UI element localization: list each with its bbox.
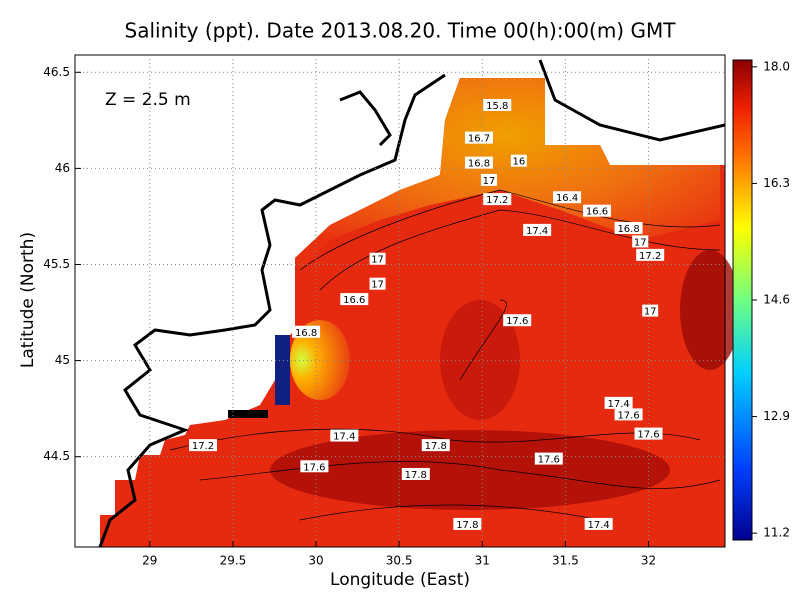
contour-label-box	[300, 460, 329, 473]
contour-label-box	[292, 325, 321, 338]
contour-label-box	[464, 131, 493, 144]
y-tick-label: 46.5	[43, 65, 70, 79]
contour-label-box	[604, 396, 633, 409]
contour-label-box	[584, 517, 613, 530]
contour-label: 17.4	[333, 432, 355, 443]
contour-label: 15.8	[486, 101, 508, 112]
contour-label: 17.8	[425, 441, 447, 452]
x-tick-label: 29	[142, 554, 157, 568]
contour-label-box	[636, 248, 665, 261]
contour-label: 16	[512, 157, 525, 168]
colorbar-tick-label: 16.3	[763, 176, 790, 190]
plot-frame	[74, 54, 726, 548]
contour-label-box	[340, 293, 369, 306]
x-tick-label: 30	[308, 554, 323, 568]
y-tick-label: 45	[55, 353, 70, 367]
contour-label-box	[483, 98, 512, 111]
contour-label-box	[634, 427, 663, 440]
contour-label-box	[582, 204, 611, 217]
y-tick-label: 46	[55, 161, 70, 175]
contour-label-box	[330, 429, 359, 442]
colorbar-tick-label: 14.6	[763, 293, 790, 307]
contour-label: 17.2	[639, 251, 661, 262]
contour-label: 17.4	[607, 399, 629, 410]
contour-label-box	[614, 408, 643, 421]
contour-label-box	[421, 439, 450, 452]
contour-label: 16.8	[468, 159, 490, 170]
contour-label: 17	[644, 307, 657, 318]
contour-label: 16.6	[586, 207, 608, 218]
contour-label-box	[369, 277, 386, 290]
contour-label-box	[189, 439, 218, 452]
contour-label-box	[523, 223, 552, 236]
contour-label-box	[401, 467, 430, 480]
x-tick-label: 31	[475, 554, 490, 568]
title: Salinity (ppt). Date 2013.08.20. Time 00…	[125, 19, 677, 43]
contour-label: 17.6	[303, 462, 325, 473]
contour-label: 16.8	[295, 328, 317, 339]
y-axis-label: Latitude (North)	[18, 232, 38, 368]
depth-annotation: Z = 2.5 m	[105, 90, 191, 110]
contour-label-box	[369, 252, 386, 265]
contour-label: 17.8	[456, 520, 478, 531]
contour-label: 16.4	[556, 193, 578, 204]
x-axis-label: Longitude (East)	[330, 570, 470, 590]
contour-label-box	[453, 517, 482, 530]
contour-label: 17	[371, 255, 384, 266]
contour-label: 16.8	[617, 224, 639, 235]
contour-label-box	[553, 191, 582, 204]
x-tick-label: 31.5	[552, 554, 579, 568]
colorbar-tick-label: 12.9	[763, 409, 790, 423]
contour-label: 16.7	[468, 134, 490, 145]
contour-label: 17.4	[526, 226, 548, 237]
colorbar-tick-label: 11.2	[763, 526, 790, 540]
contour-label-box	[510, 154, 527, 167]
x-tick-label: 29.5	[220, 554, 247, 568]
contour-label: 17.6	[617, 410, 639, 421]
contour-label-box	[464, 156, 493, 169]
y-tick-label: 45.5	[43, 257, 70, 271]
x-tick-label: 32	[641, 554, 656, 568]
contour-label: 17.2	[486, 195, 508, 206]
contour-label: 16.6	[343, 295, 365, 306]
contour-label: 17	[634, 237, 647, 248]
y-tick-label: 44.5	[43, 449, 70, 463]
contour-label-box	[534, 452, 563, 465]
contour-label-box	[483, 193, 512, 206]
contour-label-box	[642, 304, 659, 317]
contour-label: 17.6	[637, 430, 659, 441]
contour-label: 17.6	[506, 316, 528, 327]
contour-label-box	[632, 235, 649, 248]
colorbar-tick-label: 18.0	[763, 59, 790, 73]
contour-label: 17	[483, 176, 496, 187]
contour-label-box	[503, 314, 532, 327]
contour-label: 17.6	[538, 455, 560, 466]
contour-label: 17.2	[192, 441, 214, 452]
contour-label-box	[614, 221, 643, 234]
salinity-field	[75, 55, 740, 548]
contour-label: 17	[371, 280, 384, 291]
contour-label: 17.8	[405, 470, 427, 481]
colorbar	[732, 59, 753, 541]
x-tick-label: 30.5	[386, 554, 413, 568]
contour-label: 17.4	[588, 520, 610, 531]
contour-label-box	[480, 173, 497, 186]
